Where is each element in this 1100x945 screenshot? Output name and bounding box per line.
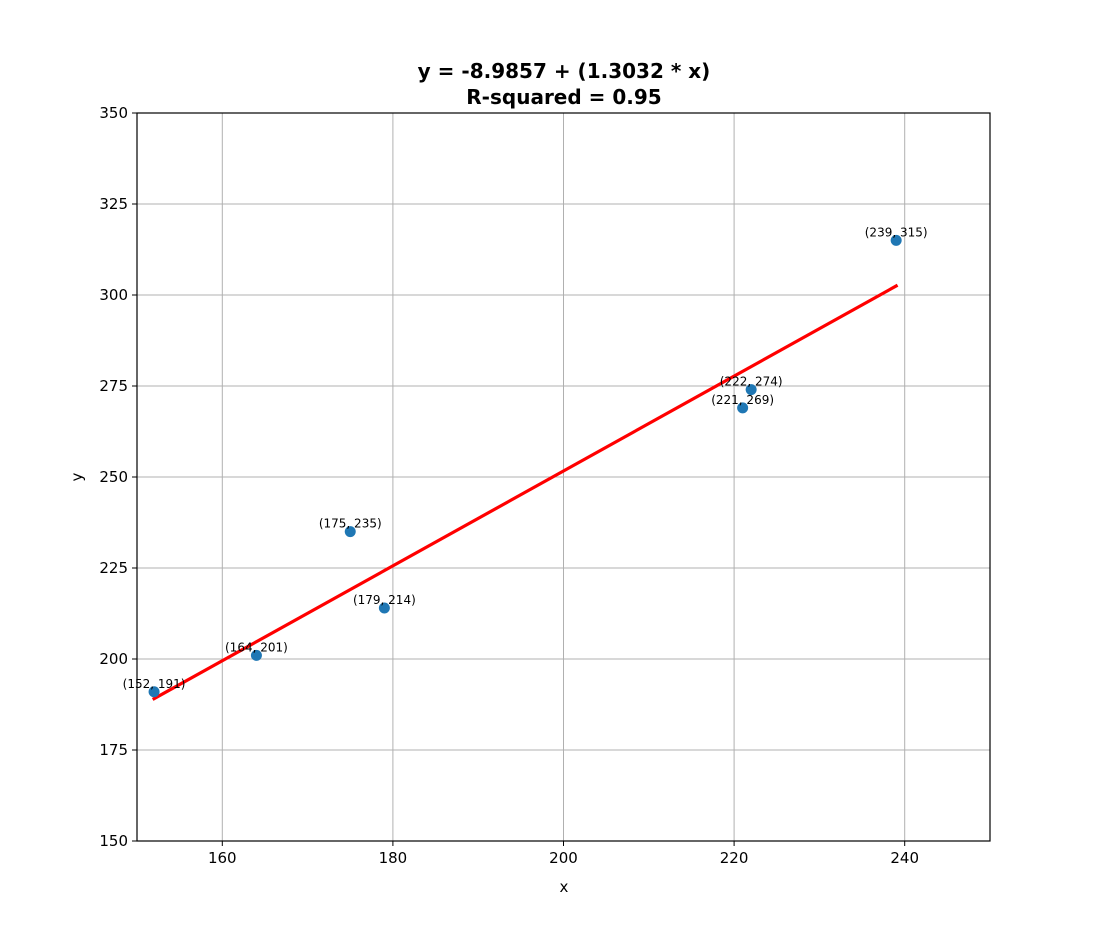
- data-point: [745, 384, 757, 396]
- y-tick-label: 250: [99, 468, 128, 486]
- x-axis-label: x: [560, 878, 569, 896]
- y-tick-label: 175: [99, 741, 128, 759]
- data-point-label: (221, 269): [711, 393, 774, 407]
- chart-title-line-2: R-squared = 0.95: [466, 85, 661, 109]
- data-point: [378, 602, 390, 614]
- y-tick-label: 150: [99, 832, 128, 850]
- y-tick-label: 300: [99, 286, 128, 304]
- data-point-label: (175, 235): [319, 517, 382, 531]
- fit-line-group: [151, 283, 899, 701]
- y-tick-label: 225: [99, 559, 128, 577]
- y-axis-label: y: [68, 472, 86, 481]
- y-tick-label: 275: [99, 377, 128, 395]
- y-tick-labels: 150 175 200 225 250 275 300 325 350: [99, 104, 128, 850]
- data-point: [737, 402, 749, 414]
- x-tick-label: 180: [379, 849, 408, 867]
- y-tick-label: 200: [99, 650, 128, 668]
- x-tick-label: 240: [890, 849, 919, 867]
- data-point: [344, 526, 356, 538]
- points-group: [148, 234, 902, 698]
- data-point-label: (239, 315): [865, 225, 928, 239]
- data-point-label: (152, 191): [123, 677, 186, 691]
- data-point-label: (222, 274): [720, 375, 783, 389]
- chart-title-line-1: y = -8.9857 + (1.3032 * x): [418, 59, 711, 83]
- tick-marks: [132, 112, 906, 846]
- x-tick-label: 220: [720, 849, 749, 867]
- x-tick-label: 200: [549, 849, 578, 867]
- point-labels-group: (152, 191) (164, 201) (175, 235) (179, 214)…: [123, 225, 928, 690]
- x-tick-labels: 160 180 200 220 240: [208, 849, 919, 867]
- data-point-label: (164, 201): [225, 640, 288, 654]
- data-point: [148, 686, 160, 698]
- y-tick-label: 325: [99, 195, 128, 213]
- x-tick-label: 160: [208, 849, 237, 867]
- data-point: [890, 234, 902, 246]
- data-point-label: (179, 214): [353, 593, 416, 607]
- y-tick-label: 350: [99, 104, 128, 122]
- regression-line: [151, 283, 899, 701]
- data-point: [250, 649, 262, 661]
